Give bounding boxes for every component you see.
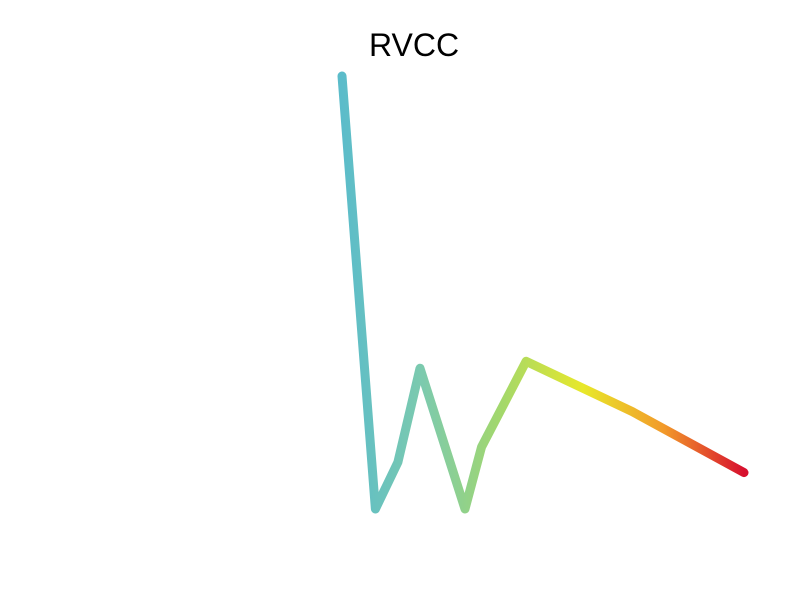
series-line <box>337 71 749 514</box>
series-rvcc <box>337 71 749 514</box>
chart-title: RVCC <box>368 27 460 63</box>
